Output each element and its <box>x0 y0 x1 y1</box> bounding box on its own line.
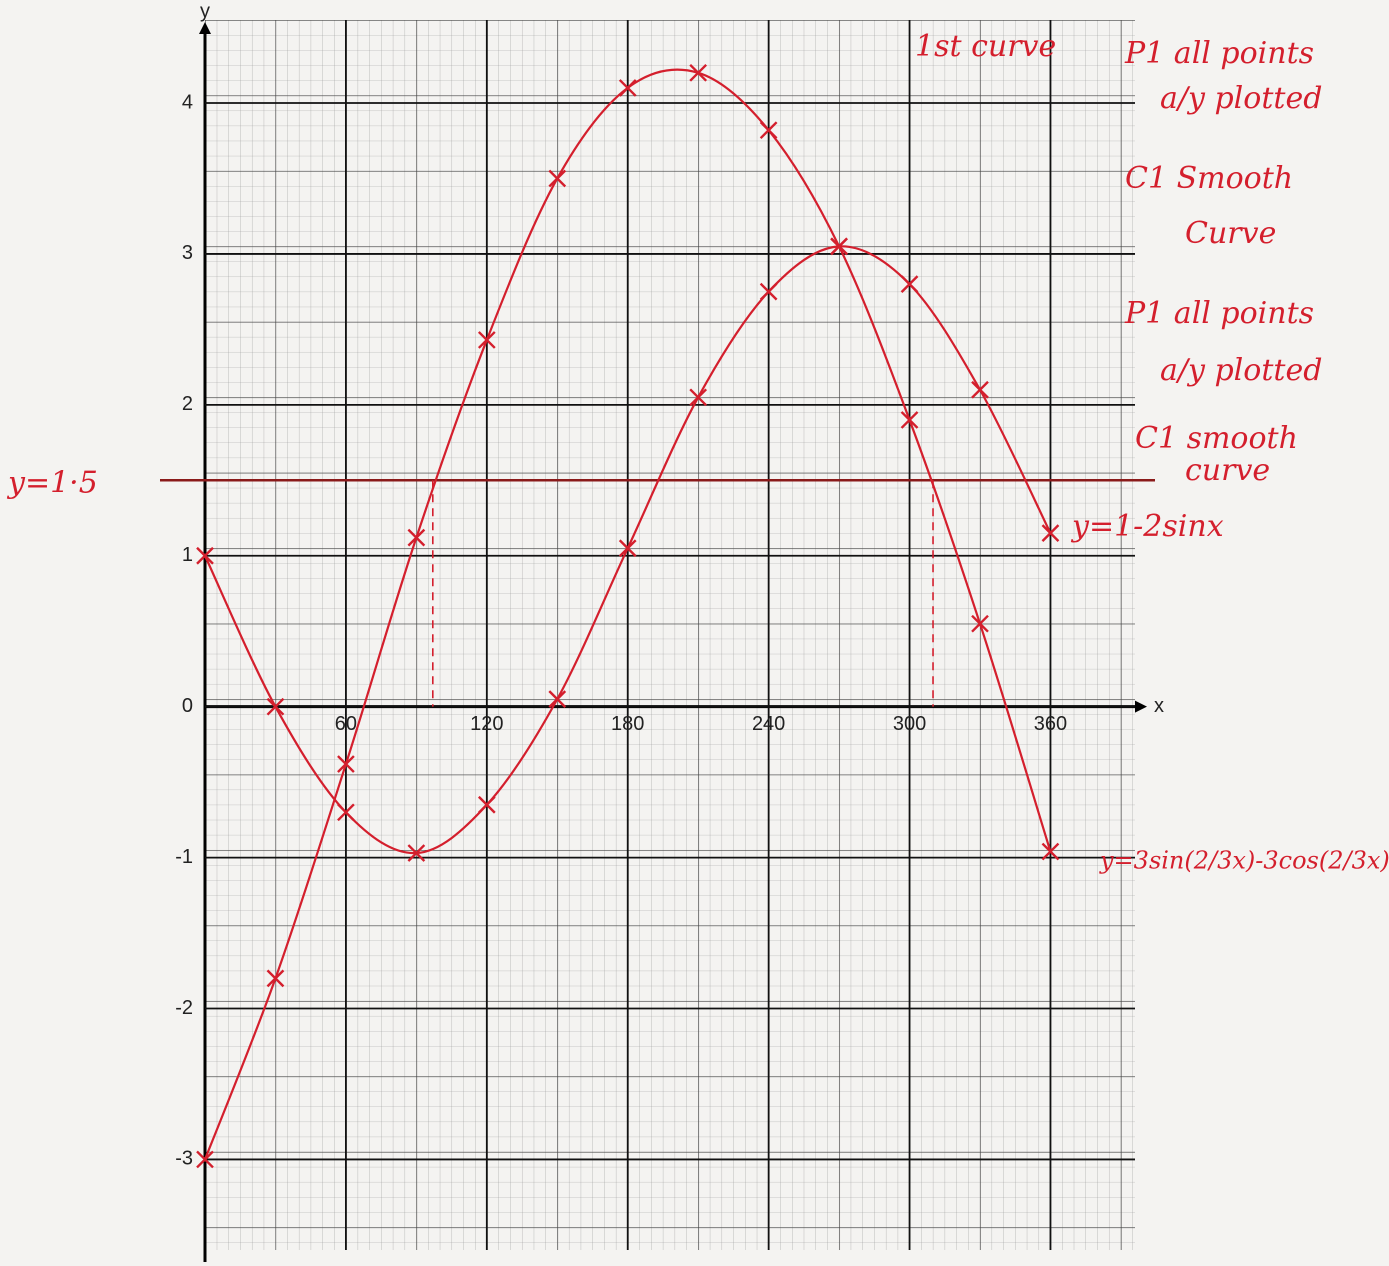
annotation: curve <box>1185 453 1270 488</box>
y-tick-label: -3 <box>175 1148 193 1170</box>
y-tick-label: 4 <box>182 91 193 113</box>
annotation: a/y plotted <box>1160 81 1322 116</box>
y-tick-label: 3 <box>182 242 193 264</box>
x-axis-arrow <box>1135 701 1147 713</box>
annotation: a/y plotted <box>1160 353 1322 388</box>
x-tick-label: 360 <box>1034 713 1067 735</box>
series-label: y=3sin(2/3x)-3cos(2/3x) <box>1099 847 1389 875</box>
annotation: Curve <box>1185 216 1276 251</box>
x-tick-label: 180 <box>611 713 644 735</box>
annotation: P1 all points <box>1124 296 1314 331</box>
chart: y x -3 -2 -1 0 1 2 3 4 60 120 180 240 300 360 y=1·5 y=1-… <box>0 0 1389 1266</box>
annotation: 1st curve <box>915 29 1056 64</box>
y-tick-label: -2 <box>175 997 193 1019</box>
x-axis-label: x <box>1154 695 1164 717</box>
annotation: C1 Smooth <box>1125 161 1293 196</box>
major-grid <box>205 20 1135 1250</box>
page: y x -3 -2 -1 0 1 2 3 4 60 120 180 240 300 360 y=1·5 y=1-… <box>0 0 1389 1266</box>
x-tick-label: 300 <box>893 713 926 735</box>
y-tick-label: -1 <box>175 846 193 868</box>
x-tick-label: 60 <box>335 713 357 735</box>
y-axis-label: y <box>200 0 210 22</box>
reference-label: y=1·5 <box>6 465 98 500</box>
y-tick-label: 1 <box>182 544 193 566</box>
x-tick-label: 120 <box>470 713 503 735</box>
series-label: y=1-2sinx <box>1070 509 1224 544</box>
annotation: C1 smooth <box>1135 421 1298 456</box>
annotation: P1 all points <box>1124 36 1314 71</box>
x-tick-label: 240 <box>752 713 785 735</box>
y-tick-label: 2 <box>182 393 193 415</box>
y-tick-label: 0 <box>182 695 193 717</box>
